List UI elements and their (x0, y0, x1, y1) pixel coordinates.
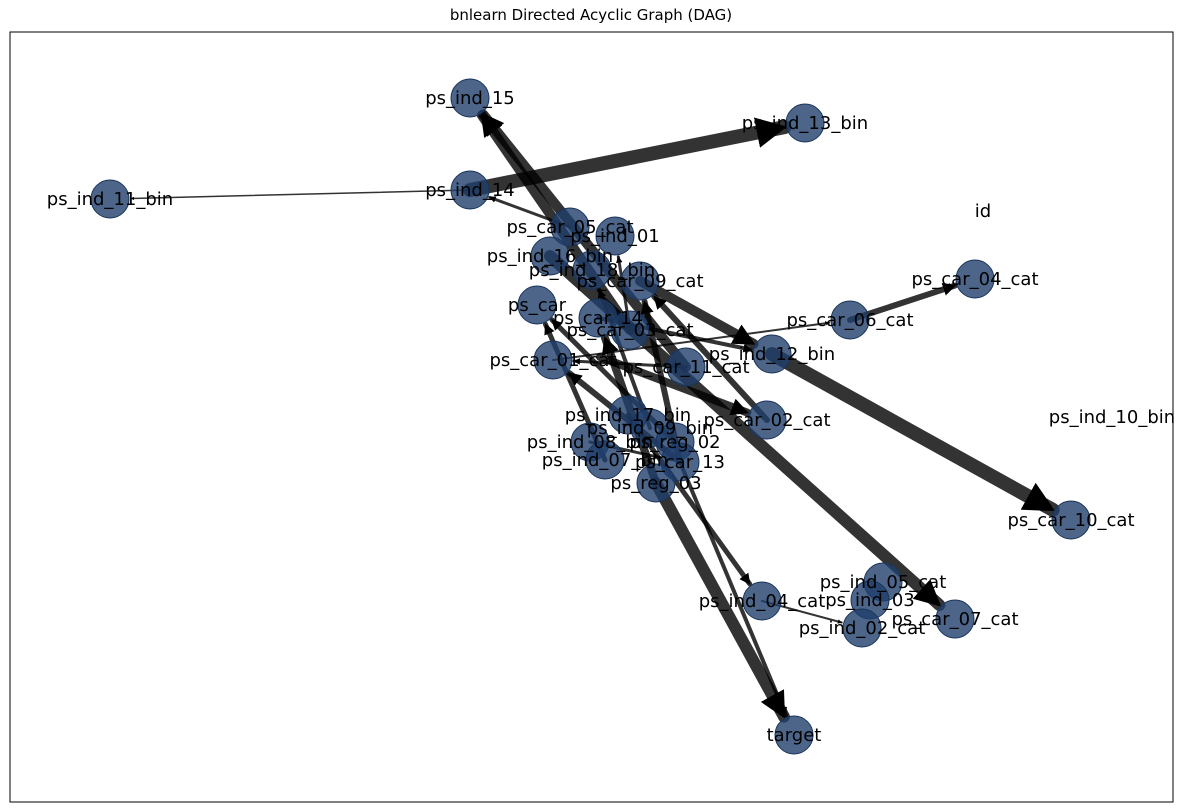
node-ps_ind_12_bin[interactable] (752, 334, 792, 374)
node-label-ps_ind_14: ps_ind_14 (425, 180, 515, 201)
node-target[interactable] (774, 715, 814, 755)
edge-ps_car_13-to-target (678, 460, 788, 718)
node-label-ps_reg_02: ps_reg_02 (629, 432, 720, 453)
edge-ps_reg_03-to-target (650, 477, 790, 723)
node-label-ps_ind_11_bin: ps_ind_11_bin (47, 189, 173, 210)
node-label-ps_car_01_cat: ps_car_01_cat (489, 350, 616, 371)
node-ps_car_03_cat[interactable] (610, 310, 650, 350)
node-label-ps_car_05_cat: ps_car_05_cat (506, 217, 633, 238)
node-label-ps_car_09_cat: ps_car_09_cat (576, 271, 703, 292)
nodes-layer (90, 78, 1091, 755)
node-ps_ind_15[interactable] (450, 78, 490, 118)
edge-ps_car_01-to-ps_car_02_cat (596, 353, 752, 417)
node-label-ps_car_14: ps_car_14 (553, 308, 643, 329)
node-ps_ind_13_bin[interactable] (785, 103, 825, 143)
node-ps_car_01_cat[interactable] (533, 340, 573, 380)
node-ps_ind_04_cat[interactable] (742, 581, 782, 621)
node-label-ps_ind_09_bin: ps_ind_09_bin (587, 418, 713, 439)
node-label-ps_ind_12_bin: ps_ind_12_bin (709, 344, 835, 365)
node-ps_ind_16_bin[interactable] (530, 236, 570, 276)
node-label-ps_ind_01: ps_ind_01 (570, 226, 660, 247)
node-ps_car_06_cat[interactable] (830, 300, 870, 340)
labels-layer: ps_ind_15 ps_ind_13_bin ps_ind_14 ps_ind_11… (47, 88, 1175, 746)
node-label-ps_ind_10_bin: ps_ind_10_bin (1049, 407, 1175, 428)
node-ps_car_04_cat[interactable] (955, 259, 995, 299)
plot-frame (9, 31, 1174, 803)
node-label-ps_car_10_cat: ps_car_10_cat (1007, 510, 1134, 531)
node-label-ps_car_07_cat: ps_car_07_cat (891, 609, 1018, 630)
node-ps_car_02_cat[interactable] (747, 400, 787, 440)
node-label-ps_car_11_cat: ps_car_11_cat (622, 357, 749, 378)
node-label-ps_car_06_cat: ps_car_06_cat (786, 310, 913, 331)
edge-ps_car_09_cat-to-ps_ind_12_bin (635, 276, 759, 349)
node-label-ps_ind_08_bin: ps_ind_08_bin (527, 432, 653, 453)
node-label-ps_ind_15: ps_ind_15 (425, 88, 515, 109)
chart-title: bnlearn Directed Acyclic Graph (DAG) (449, 6, 733, 24)
node-label-ps_ind_17_bin: ps_ind_17_bin (565, 405, 691, 426)
node-label-ps_ind_13_bin: ps_ind_13_bin (742, 113, 868, 134)
edge-ps_car_02_cat-to-ps_car_09_cat (651, 293, 770, 423)
node-label-ps_car_13: ps_car_13 (635, 452, 725, 473)
node-ps_car_11_cat[interactable] (666, 347, 706, 387)
node-ps_car_10_cat[interactable] (1051, 500, 1091, 540)
node-ps_ind_14[interactable] (450, 170, 490, 210)
node-label-ps_ind_18_bin: ps_ind_18_bin (529, 260, 655, 281)
node-label-target: target (767, 725, 822, 746)
node-ps_ind_11_bin[interactable] (90, 179, 130, 219)
node-label-id: id (975, 201, 991, 222)
node-ps_car_09_cat[interactable] (620, 261, 660, 301)
node-ps_ind_02_cat[interactable] (842, 608, 882, 648)
node-label-ps_ind_05_cat: ps_ind_05_cat (820, 572, 947, 593)
node-label-ps_ind_04_cat: ps_ind_04_cat (699, 591, 826, 612)
edge-ps_ind_12_bin-to-ps_car_10_cat (765, 347, 1060, 517)
node-label-ps_ind_02_cat: ps_ind_02_cat (799, 618, 926, 639)
node-label-ps_ind_16_bin: ps_ind_16_bin (487, 246, 613, 267)
node-ps_car_05_cat[interactable] (550, 207, 590, 247)
node-label-ps_car: ps_car (508, 295, 567, 316)
node-label-ps_ind_07_bin: ps_ind_07_bin (542, 450, 668, 471)
node-ps_ind_18_bin[interactable] (572, 250, 612, 290)
node-label-ps_car_02_cat: ps_car_02_cat (703, 410, 830, 431)
edge-ps_ind_14-to-ps_ind_11_bin (130, 189, 471, 201)
node-ps_ind_07_bin[interactable] (585, 440, 625, 480)
node-label-ps_car_04_cat: ps_car_04_cat (911, 269, 1038, 290)
node-ps_ind_01[interactable] (595, 216, 635, 256)
node-ps_reg_03[interactable] (636, 463, 676, 503)
node-label-ps_car_03_cat: ps_car_03_cat (566, 320, 693, 341)
node-ps_car_07_cat[interactable] (935, 599, 975, 639)
node-ps_car[interactable] (517, 285, 557, 325)
node-label-ps_reg_03: ps_reg_03 (610, 473, 701, 494)
node-label-ps_ind_03: ps_ind_03 (825, 590, 915, 611)
